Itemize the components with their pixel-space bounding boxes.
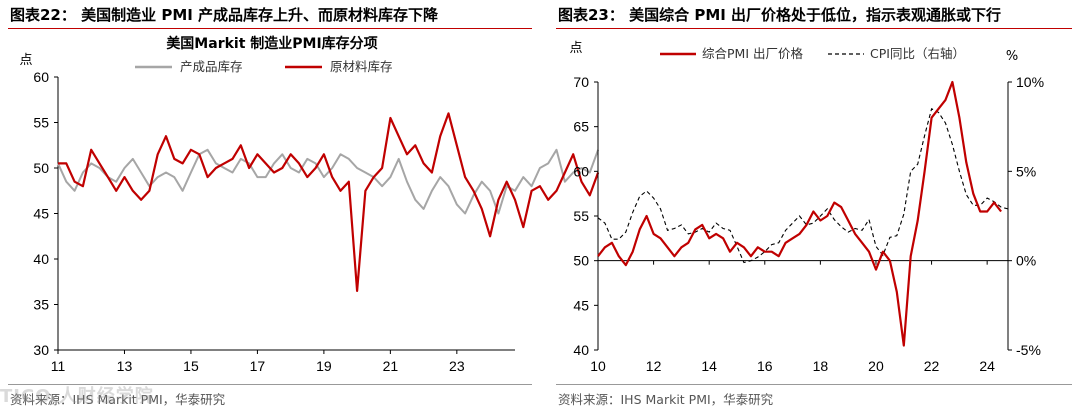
right-y-tick-label-left: 60 [573, 163, 589, 179]
right-y-tick-label-right: -5% [1016, 342, 1041, 358]
left-x-tick-label: 17 [250, 358, 266, 374]
left-x-tick-label: 21 [383, 358, 399, 374]
legend-label-cpi: CPI同比（右轴） [870, 46, 965, 61]
right-x-tick-label: 22 [924, 358, 940, 374]
right-y-tick-label-left: 65 [573, 119, 589, 135]
series-line-raw-materials [58, 112, 600, 292]
right-y-tick-label-left: 55 [573, 208, 589, 224]
right-y-tick-label-left: 50 [573, 253, 589, 269]
right-x-tick-label: 12 [646, 358, 662, 374]
right-y-unit-left: 点 [569, 41, 582, 56]
watermark-logo: TICO 人财经学院 [0, 386, 154, 407]
left-y-tick-label: 45 [33, 206, 49, 222]
right-bottom-rule [556, 384, 1072, 385]
series-line-cpi [597, 107, 1009, 264]
left-y-tick-label: 55 [33, 115, 49, 131]
right-panel: 图表23： 美国综合 PMI 出厂价格处于低位，指示表观通胀或下行 点% 综合PM… [548, 0, 1080, 412]
right-source: 资料来源：IHS Markit PMI，华泰研究 [558, 392, 774, 407]
left-bottom-rule [8, 384, 532, 385]
right-y-tick-label-left: 40 [573, 342, 589, 358]
right-x-tick-label: 10 [590, 358, 606, 374]
right-y-tick-label-right: 5% [1016, 163, 1036, 179]
left-y-tick-label: 40 [33, 251, 49, 267]
left-x-tick-label: 15 [183, 358, 199, 374]
right-x-tick-label: 14 [701, 358, 717, 374]
left-y-tick-label: 35 [33, 297, 49, 313]
right-y-tick-label-right: 10% [1016, 74, 1044, 90]
left-y-tick-label: 50 [33, 160, 49, 176]
right-y-tick-label-left: 45 [573, 297, 589, 313]
right-chart: 点% 综合PMI 出厂价格 CPI同比（右轴） 40 45 50 55 60 65 70 -5% 0%… [569, 41, 1044, 374]
left-source: 资料来源：IHS Markit PMI，华泰研究 [10, 392, 226, 407]
left-panel: 图表22： 美国制造业 PMI 产成品库存上升、而原材料库存下降 美国Marki… [0, 6, 600, 407]
right-y-tick-label-right: 0% [1016, 253, 1036, 269]
right-y-unit-right: % [1006, 49, 1018, 64]
right-title-rule [556, 28, 1072, 29]
left-y-tick-label: 30 [33, 342, 49, 358]
right-x-tick-label: 20 [868, 358, 884, 374]
legend-label-raw-materials: 原材料库存 [330, 59, 393, 74]
right-x-tick-label: 24 [979, 358, 995, 374]
left-figure-title: 图表22： 美国制造业 PMI 产成品库存上升、而原材料库存下降 [10, 6, 439, 24]
right-y-tick-label-left: 70 [573, 74, 589, 90]
right-x-tick-label: 16 [757, 358, 773, 374]
right-x-tick-label: 18 [813, 358, 829, 374]
left-y-tick-label: 60 [33, 69, 49, 85]
series-line-pmi-output-price [597, 80, 1002, 347]
left-x-tick-label: 23 [449, 358, 465, 374]
legend-label-finished-goods: 产成品库存 [180, 59, 243, 74]
left-x-tick-label: 19 [316, 358, 332, 374]
left-y-unit: 点 [19, 53, 32, 68]
left-title-rule [8, 28, 532, 29]
left-x-tick-label: 11 [51, 358, 66, 374]
left-chart-title: 美国Markit 制造业PMI库存分项 [166, 35, 377, 52]
legend-label-pmi-output-price: 综合PMI 出厂价格 [702, 46, 803, 61]
left-x-tick-label: 13 [117, 358, 133, 374]
right-figure-title: 图表23： 美国综合 PMI 出厂价格处于低位，指示表观通胀或下行 [558, 6, 1002, 24]
